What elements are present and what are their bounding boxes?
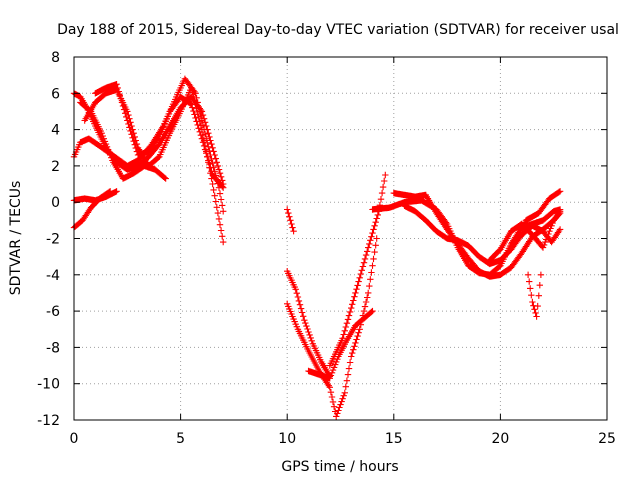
x-tick-labels: 0 5 10 15 20 25 bbox=[70, 431, 616, 447]
data-point-markers bbox=[92, 81, 227, 191]
data-point-markers bbox=[524, 271, 545, 320]
y-tick-label: 2 bbox=[51, 159, 60, 175]
data-point-markers bbox=[486, 209, 564, 264]
x-tick-label: 25 bbox=[598, 431, 616, 447]
plot-frame bbox=[73, 56, 608, 421]
y-tick-label: -6 bbox=[46, 304, 60, 320]
series-arc4 bbox=[77, 99, 169, 182]
series-arc3 bbox=[81, 84, 227, 246]
y-tick-label: -8 bbox=[46, 340, 60, 356]
data-point-markers bbox=[70, 188, 114, 231]
data-point-markers bbox=[284, 206, 297, 235]
series-arc11 bbox=[305, 307, 376, 382]
y-tick-label: -4 bbox=[46, 268, 60, 284]
y-tick-label: 0 bbox=[51, 195, 60, 211]
series-arc8 bbox=[284, 206, 297, 235]
y-tick-label: -12 bbox=[37, 413, 60, 429]
x-tick-label: 0 bbox=[70, 431, 79, 447]
data-points bbox=[70, 75, 564, 420]
x-tick-label: 20 bbox=[491, 431, 509, 447]
data-point-markers bbox=[326, 171, 389, 369]
series-arc10 bbox=[284, 235, 380, 420]
y-tick-label: -2 bbox=[46, 232, 60, 248]
x-tick-label: 5 bbox=[176, 431, 185, 447]
data-point-markers bbox=[81, 84, 227, 246]
series-arc7 bbox=[92, 81, 227, 191]
data-point-markers bbox=[284, 235, 380, 420]
y-tick-label: 8 bbox=[51, 50, 60, 66]
data-point-markers bbox=[305, 307, 376, 382]
x-tick-label: 10 bbox=[278, 431, 296, 447]
x-axis-label: GPS time / hours bbox=[281, 459, 398, 475]
x-tick-label: 15 bbox=[385, 431, 403, 447]
y-tick-label: -10 bbox=[37, 377, 60, 393]
axis-ticks bbox=[73, 56, 608, 421]
data-point-markers bbox=[77, 99, 169, 182]
series-arc17 bbox=[524, 271, 545, 320]
series-arc9 bbox=[284, 268, 333, 380]
y-tick-labels: -12 -10 -8 -6 -4 -2 0 2 4 6 8 bbox=[37, 50, 60, 429]
data-point-markers bbox=[284, 268, 333, 380]
chart-title: Day 188 of 2015, Sidereal Day-to-day VTE… bbox=[57, 22, 619, 38]
grid bbox=[74, 57, 607, 420]
series-arc16 bbox=[486, 209, 564, 264]
series-arc6 bbox=[70, 188, 114, 231]
y-axis-label: SDTVAR / TECUs bbox=[8, 181, 24, 296]
data-point-markers bbox=[507, 188, 564, 253]
y-tick-label: 4 bbox=[51, 123, 60, 139]
y-tick-label: 6 bbox=[51, 86, 60, 102]
series-arc18 bbox=[507, 188, 564, 253]
series-arc12 bbox=[326, 171, 389, 369]
